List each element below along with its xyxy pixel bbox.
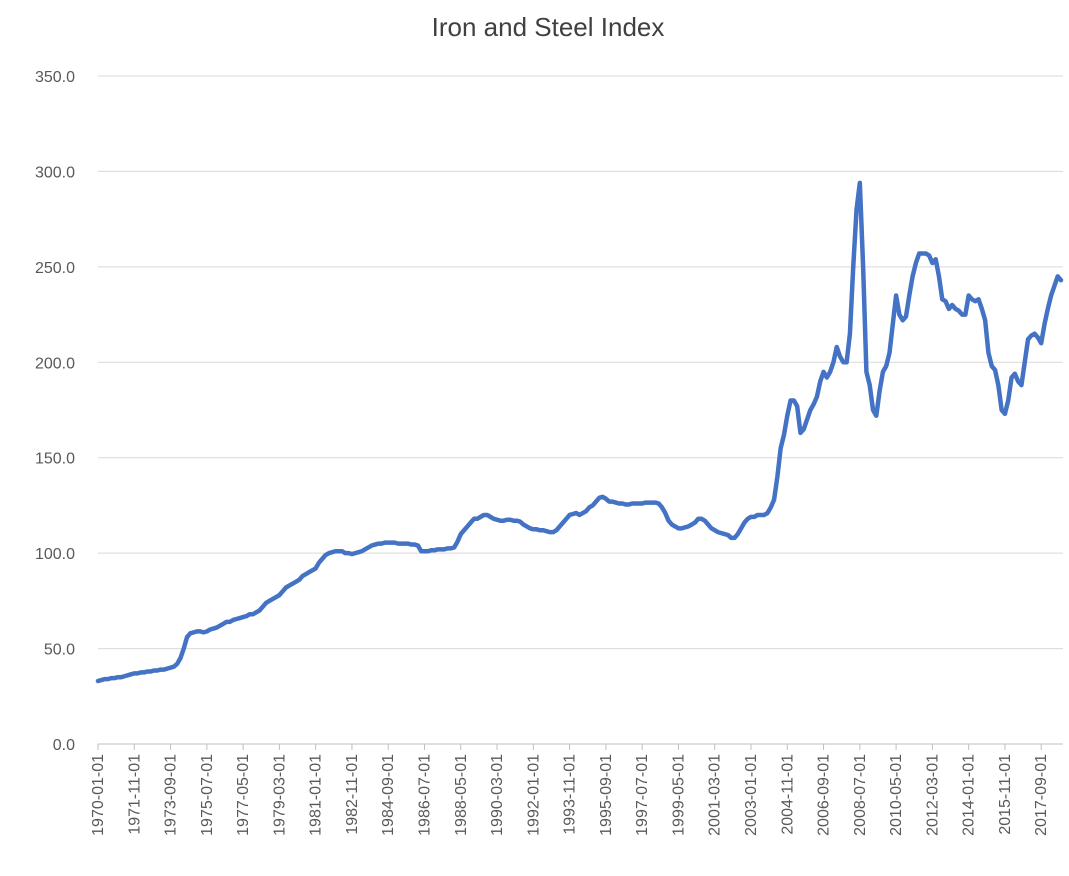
x-tick-label: 1981-01-01 (308, 754, 325, 836)
x-tick-label: 1988-05-01 (453, 754, 470, 836)
x-tick-label: 1986-07-01 (416, 754, 433, 836)
x-tick-label: 2006-09-01 (816, 754, 833, 836)
x-tick-label: 2008-07-01 (852, 754, 869, 836)
x-tick-label: 2015-11-01 (997, 754, 1014, 835)
chart-title: Iron and Steel Index (432, 12, 665, 42)
y-tick-label: 0.0 (53, 737, 75, 754)
x-tick-label: 1971-11-01 (126, 754, 143, 835)
x-tick-label: 1992-01-01 (525, 754, 542, 836)
y-tick-label: 350.0 (35, 69, 75, 86)
y-tick-label: 200.0 (35, 355, 75, 372)
x-tick-label: 2010-05-01 (888, 754, 905, 836)
y-tick-label: 300.0 (35, 164, 75, 181)
x-tick-label: 1984-09-01 (380, 754, 397, 836)
x-tick-label: 1982-11-01 (344, 754, 361, 835)
x-tick-label: 1979-03-01 (271, 754, 288, 836)
x-tick-label: 2004-11-01 (779, 754, 796, 835)
x-tick-label: 2012-03-01 (924, 754, 941, 836)
x-tick-label: 2001-03-01 (707, 754, 724, 836)
x-tick-label: 1999-05-01 (670, 754, 687, 836)
line-series (95, 180, 1064, 684)
y-tick-label: 100.0 (35, 546, 75, 563)
x-tick-label: 2017-09-01 (1033, 754, 1050, 836)
y-tick-label: 250.0 (35, 260, 75, 277)
x-tick-label: 1970-01-01 (90, 754, 107, 836)
y-tick-label: 150.0 (35, 451, 75, 468)
y-tick-label: 50.0 (44, 642, 75, 659)
x-tick-label: 2014-01-01 (961, 754, 978, 836)
x-tick-label: 1973-09-01 (163, 754, 180, 836)
x-tick-label: 1990-03-01 (489, 754, 506, 836)
x-tick-label: 1995-09-01 (598, 754, 615, 836)
x-tick-label: 1975-07-01 (199, 754, 216, 836)
x-tick-label: 1977-05-01 (235, 754, 252, 836)
x-tick-label: 1997-07-01 (634, 754, 651, 836)
x-tick-label: 2003-01-01 (743, 754, 760, 836)
x-tick-label: 1993-11-01 (562, 754, 579, 835)
